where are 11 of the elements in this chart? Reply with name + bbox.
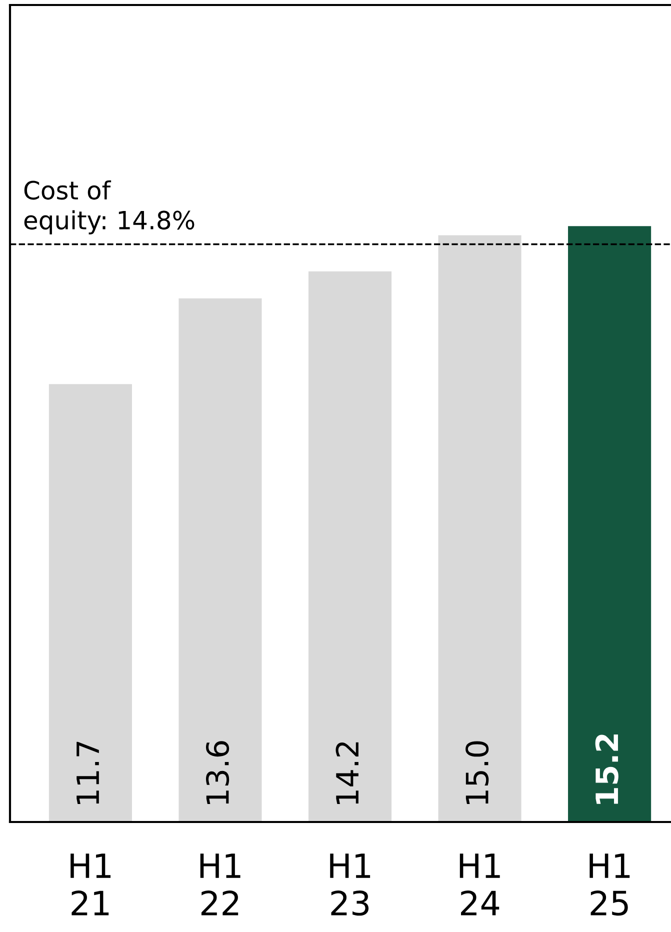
- data-label: 15.0: [466, 741, 489, 804]
- ref-line-label: Cost of equity: 14.8%: [24, 180, 194, 234]
- data-label: 15.2: [595, 734, 618, 804]
- data-label: 13.6: [206, 741, 230, 804]
- x-tick-label: H1 25: [590, 854, 630, 916]
- x-tick-label: H1 23: [330, 854, 370, 916]
- x-tick-label: H1 24: [460, 854, 500, 916]
- data-label: 14.2: [336, 742, 358, 804]
- data-label: 11.7: [76, 742, 99, 804]
- x-tick-label: H1 21: [70, 854, 111, 916]
- x-tick-label: H1 22: [200, 854, 240, 916]
